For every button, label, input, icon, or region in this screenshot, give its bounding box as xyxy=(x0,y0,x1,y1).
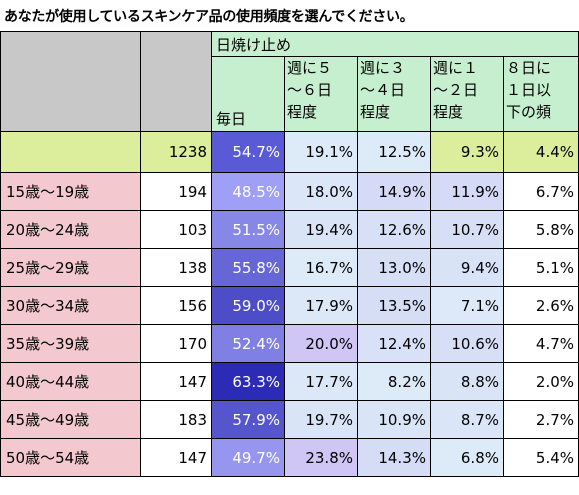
table-row: 45歳～49歳 183 57.9% 19.7% 10.9% 8.7% 2.7% xyxy=(0,400,579,439)
sunscreen-frequency-table: 日焼け止め 毎日 週に５ ～６日程度 週に３ ～４日程度 週に１ ～２日程度 ８日に １日以下の… xyxy=(0,31,579,477)
age-group-label: 40歳～44歳 xyxy=(0,362,141,401)
column-header-line: 程度 xyxy=(433,103,464,121)
total-value-cell: 19.1% xyxy=(284,131,358,173)
value-cell: 2.6% xyxy=(502,286,579,325)
value-cell: 8.8% xyxy=(430,362,504,401)
value-cell: 19.7% xyxy=(284,400,358,439)
respondent-count: 103 xyxy=(140,210,212,249)
column-header-1: 毎日 xyxy=(211,56,285,132)
value-cell: 6.8% xyxy=(430,438,504,477)
table-row: 20歳～24歳 103 51.5% 19.4% 12.6% 10.7% 5.8% xyxy=(0,210,579,249)
respondent-count: 194 xyxy=(140,172,212,211)
respondent-count: 170 xyxy=(140,324,212,363)
value-cell: 10.9% xyxy=(357,400,431,439)
column-header-line: 毎日 xyxy=(216,110,247,128)
respondent-count: 183 xyxy=(140,400,212,439)
total-value-cell: 4.4% xyxy=(502,131,579,173)
value-cell: 5.4% xyxy=(502,438,579,477)
total-row: 1238 54.7% 19.1% 12.5% 9.3% 4.4% xyxy=(0,131,579,173)
age-group-label: 15歳～19歳 xyxy=(0,172,141,211)
value-cell: 59.0% xyxy=(211,286,285,325)
value-cell: 63.3% xyxy=(211,362,285,401)
value-cell: 14.9% xyxy=(357,172,431,211)
value-cell: 12.6% xyxy=(357,210,431,249)
value-cell: 12.4% xyxy=(357,324,431,363)
header-row-group: 日焼け止め xyxy=(0,31,579,132)
value-cell: 19.4% xyxy=(284,210,358,249)
column-header-line: ～６日 xyxy=(287,81,333,99)
value-cell: 11.9% xyxy=(430,172,504,211)
group-header-sunscreen: 日焼け止め xyxy=(210,31,579,57)
total-row-label xyxy=(0,131,141,173)
column-header-line: 週に５ xyxy=(287,59,333,77)
value-cell: 9.4% xyxy=(430,248,504,287)
column-header-line: 週に１ xyxy=(433,59,479,77)
respondent-count: 147 xyxy=(140,438,212,477)
value-cell: 4.7% xyxy=(502,324,579,363)
column-header-line: １日以 xyxy=(506,81,552,99)
value-cell: 8.2% xyxy=(357,362,431,401)
column-header-3: 週に３ ～４日程度 xyxy=(357,56,431,132)
column-header-5: ８日に １日以下の頻 xyxy=(502,56,579,132)
value-cell: 48.5% xyxy=(211,172,285,211)
value-cell: 13.5% xyxy=(357,286,431,325)
respondent-count: 156 xyxy=(140,286,212,325)
header-blank-count-cell xyxy=(140,31,212,132)
respondent-count: 147 xyxy=(140,362,212,401)
header-blank-label-cell xyxy=(0,31,141,132)
respondent-count: 138 xyxy=(140,248,212,287)
column-header-line: 下の頻 xyxy=(506,103,552,121)
value-cell: 16.7% xyxy=(284,248,358,287)
value-cell: 7.1% xyxy=(430,286,504,325)
value-cell: 17.7% xyxy=(284,362,358,401)
value-cell: 17.9% xyxy=(284,286,358,325)
table-row: 30歳～34歳 156 59.0% 17.9% 13.5% 7.1% 2.6% xyxy=(0,286,579,325)
table-row: 40歳～44歳 147 63.3% 17.7% 8.2% 8.8% 2.0% xyxy=(0,362,579,401)
header-row-columns: 毎日 週に５ ～６日程度 週に３ ～４日程度 週に１ ～２日程度 ８日に １日以下の頻 xyxy=(1,56,579,132)
value-cell: 10.7% xyxy=(430,210,504,249)
age-group-label: 30歳～34歳 xyxy=(0,286,141,325)
value-cell: 2.7% xyxy=(502,400,579,439)
table-row: 25歳～29歳 138 55.8% 16.7% 13.0% 9.4% 5.1% xyxy=(0,248,579,287)
total-value-cell: 12.5% xyxy=(357,131,431,173)
value-cell: 51.5% xyxy=(211,210,285,249)
value-cell: 5.8% xyxy=(502,210,579,249)
value-cell: 8.7% xyxy=(430,400,504,439)
value-cell: 5.1% xyxy=(502,248,579,287)
column-header-line: ～４日 xyxy=(360,81,406,99)
age-group-label: 25歳～29歳 xyxy=(0,248,141,287)
value-cell: 6.7% xyxy=(502,172,579,211)
total-count: 1238 xyxy=(140,131,212,173)
table-row: 35歳～39歳 170 52.4% 20.0% 12.4% 10.6% 4.7% xyxy=(0,324,579,363)
column-header-line: ８日に xyxy=(506,59,552,77)
value-cell: 23.8% xyxy=(284,438,358,477)
column-header-2: 週に５ ～６日程度 xyxy=(284,56,358,132)
value-cell: 55.8% xyxy=(211,248,285,287)
column-header-line: 程度 xyxy=(287,103,318,121)
value-cell: 10.6% xyxy=(430,324,504,363)
table-row: 15歳～19歳 194 48.5% 18.0% 14.9% 11.9% 6.7% xyxy=(0,172,579,211)
column-header-4: 週に１ ～２日程度 xyxy=(430,56,504,132)
total-value-cell: 9.3% xyxy=(430,131,504,173)
value-cell: 2.0% xyxy=(502,362,579,401)
value-cell: 13.0% xyxy=(357,248,431,287)
table-row: 50歳～54歳 147 49.7% 23.8% 14.3% 6.8% 5.4% xyxy=(0,438,579,477)
column-header-line: 程度 xyxy=(360,103,391,121)
age-group-label: 20歳～24歳 xyxy=(0,210,141,249)
age-group-label: 50歳～54歳 xyxy=(0,438,141,477)
page-title: あなたが使用しているスキンケア品の使用頻度を選んでください。 xyxy=(4,9,414,25)
value-cell: 49.7% xyxy=(211,438,285,477)
value-cell: 18.0% xyxy=(284,172,358,211)
age-group-label: 45歳～49歳 xyxy=(0,400,141,439)
column-header-line: ～２日 xyxy=(433,81,479,99)
value-cell: 57.9% xyxy=(211,400,285,439)
total-value-cell: 54.7% xyxy=(211,131,285,173)
column-header-line: 週に３ xyxy=(360,59,406,77)
value-cell: 52.4% xyxy=(211,324,285,363)
value-cell: 14.3% xyxy=(357,438,431,477)
age-group-label: 35歳～39歳 xyxy=(0,324,141,363)
value-cell: 20.0% xyxy=(284,324,358,363)
